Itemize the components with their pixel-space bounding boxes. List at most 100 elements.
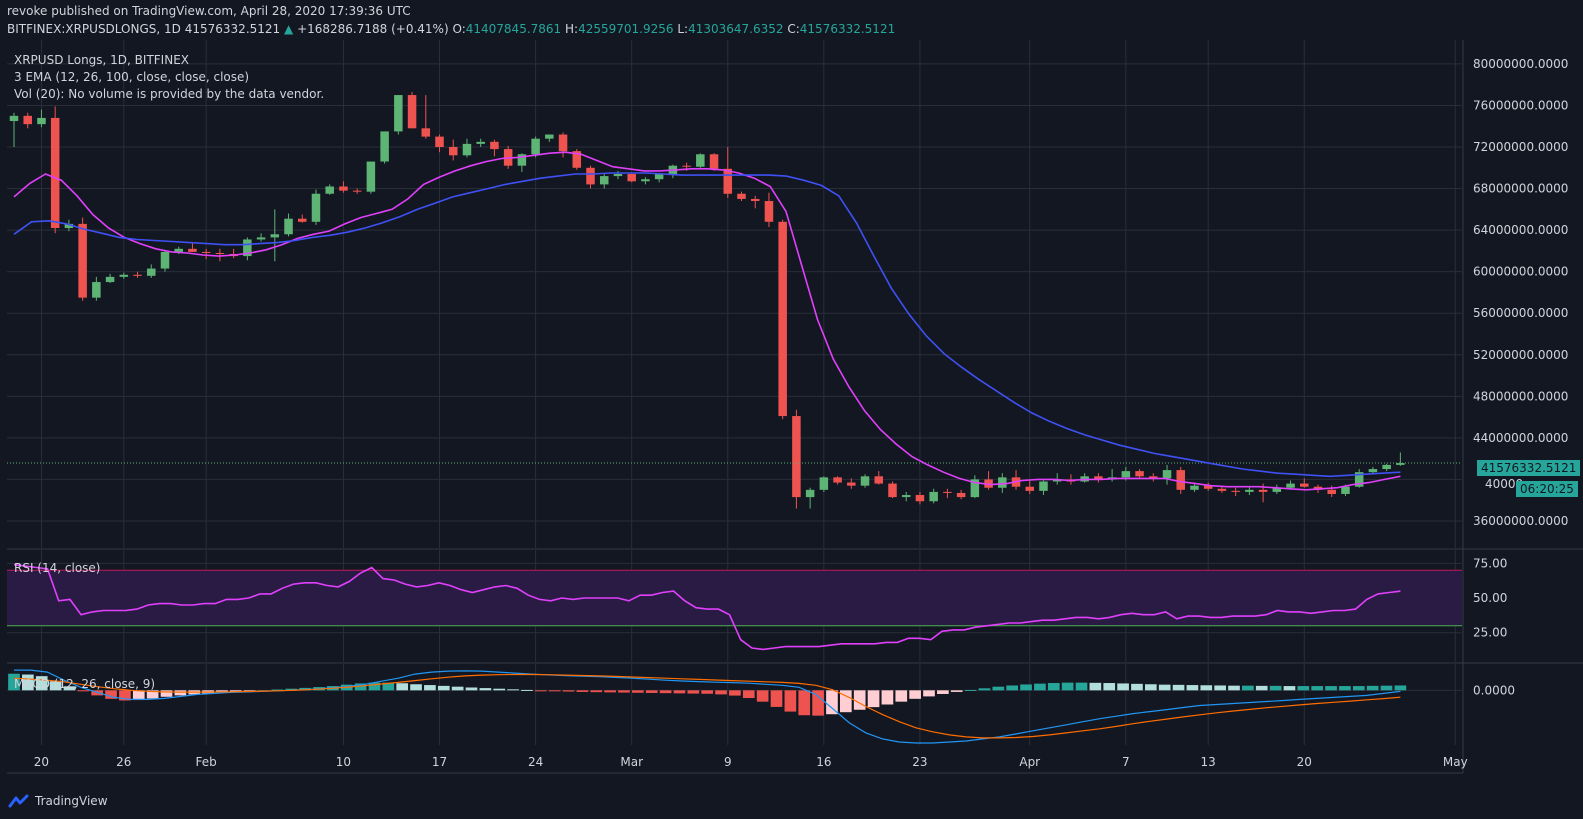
candle-body[interactable] [1121, 471, 1131, 478]
candle-body[interactable] [1327, 489, 1336, 494]
candle-body[interactable] [1341, 486, 1350, 494]
macd-legend[interactable]: MACD (12, 26, close, 9) [14, 677, 156, 691]
candle-body[interactable] [1176, 470, 1186, 490]
candle-body[interactable] [119, 274, 129, 277]
candle-body[interactable] [847, 482, 856, 486]
candle-body[interactable] [764, 201, 774, 222]
chart-title[interactable]: XRPUSD Longs, 1D, BITFINEX [14, 53, 189, 67]
candle-body[interactable] [970, 479, 980, 498]
candle-body[interactable] [1382, 464, 1391, 470]
candle-body[interactable] [1135, 471, 1144, 477]
candle-body[interactable] [105, 276, 115, 283]
candle-body[interactable] [50, 117, 60, 229]
brand[interactable]: TradingView [8, 794, 108, 808]
rsi-legend[interactable]: RSI (14, close) [14, 561, 101, 575]
candle-body[interactable] [23, 115, 32, 125]
candle-body[interactable] [325, 186, 334, 194]
candle-body[interactable] [147, 268, 156, 276]
candle-body[interactable] [613, 174, 623, 177]
candle-body[interactable] [421, 128, 431, 137]
candle-body[interactable] [1231, 490, 1240, 492]
candle-body[interactable] [160, 251, 170, 269]
candle-body[interactable] [1217, 488, 1227, 491]
candle-body[interactable] [1286, 483, 1295, 488]
candle-body[interactable] [435, 136, 444, 148]
candle-body[interactable] [462, 143, 472, 156]
candle-body[interactable] [1025, 486, 1035, 491]
candle-body[interactable] [641, 179, 650, 182]
candle-body[interactable] [215, 252, 225, 255]
candle-body[interactable] [901, 495, 911, 498]
ema-legend[interactable]: 3 EMA (12, 26, 100, close, close, close) [14, 70, 250, 84]
candle-body[interactable] [1039, 481, 1048, 491]
candle-body[interactable] [929, 491, 938, 502]
candle-body[interactable] [1149, 476, 1158, 479]
candle-body[interactable] [201, 251, 211, 253]
candle-body[interactable] [819, 477, 829, 490]
candle-body[interactable] [339, 186, 348, 191]
candle-body[interactable] [943, 491, 952, 493]
candle-body[interactable] [792, 416, 801, 498]
candle-body[interactable] [297, 218, 307, 222]
candle-body[interactable] [1203, 485, 1213, 489]
candle-body[interactable] [1300, 483, 1309, 487]
candle-body[interactable] [558, 134, 568, 152]
candle-body[interactable] [586, 167, 595, 185]
candle-body[interactable] [682, 165, 691, 167]
candle-body[interactable] [188, 248, 197, 252]
candle-body[interactable] [874, 476, 884, 484]
candle-body[interactable] [696, 154, 705, 167]
candle-body[interactable] [133, 274, 142, 276]
candle-body[interactable] [888, 483, 897, 498]
candle-body[interactable] [64, 223, 74, 229]
candle-body[interactable] [1368, 469, 1378, 473]
candle-body[interactable] [284, 218, 293, 235]
candle-body[interactable] [1052, 479, 1062, 482]
candle-body[interactable] [805, 489, 815, 498]
candle-body[interactable] [998, 477, 1007, 488]
candle-body[interactable] [778, 221, 787, 417]
candle-body[interactable] [531, 138, 540, 155]
candle-body[interactable] [78, 223, 87, 298]
candle-body[interactable] [1245, 489, 1254, 492]
candle-body[interactable] [1396, 463, 1405, 465]
candles[interactable] [7, 91, 1462, 509]
candle-body[interactable] [545, 134, 554, 139]
candle-body[interactable] [517, 154, 527, 166]
candle-body[interactable] [9, 115, 19, 122]
candle-body[interactable] [956, 492, 966, 498]
candle-body[interactable] [1094, 476, 1103, 480]
candle-body[interactable] [833, 477, 842, 483]
candle-body[interactable] [37, 117, 46, 125]
candle-body[interactable] [394, 95, 403, 132]
candle-body[interactable] [1162, 470, 1172, 479]
candle-body[interactable] [750, 198, 760, 202]
candle-body[interactable] [572, 151, 582, 168]
candle-body[interactable] [654, 174, 664, 180]
candle-body[interactable] [860, 476, 870, 486]
candle-body[interactable] [270, 234, 280, 238]
candle-body[interactable] [256, 237, 266, 240]
candle-body[interactable] [380, 131, 389, 162]
candle-body[interactable] [490, 141, 499, 150]
candle-body[interactable] [352, 190, 362, 192]
symbol[interactable]: BITFINEX:XRPUSDLONGS, 1D [7, 22, 181, 36]
candle-body[interactable] [92, 282, 101, 298]
candle-body[interactable] [476, 141, 485, 144]
candle-body[interactable] [737, 193, 746, 199]
candle-body[interactable] [1258, 489, 1268, 492]
candle-body[interactable] [627, 174, 636, 182]
candle-body[interactable] [311, 193, 321, 222]
candle-body[interactable] [407, 95, 417, 129]
candle-body[interactable] [709, 154, 719, 169]
candle-body[interactable] [1354, 472, 1364, 487]
candle-body[interactable] [1272, 487, 1282, 492]
candle-body[interactable] [243, 239, 252, 257]
candle-body[interactable] [448, 147, 458, 156]
volume-legend[interactable]: Vol (20): No volume is provided by the d… [14, 87, 325, 101]
candle-body[interactable] [1190, 485, 1199, 490]
candle-body[interactable] [723, 168, 733, 194]
candle-body[interactable] [174, 248, 183, 252]
candle-body[interactable] [915, 495, 925, 502]
